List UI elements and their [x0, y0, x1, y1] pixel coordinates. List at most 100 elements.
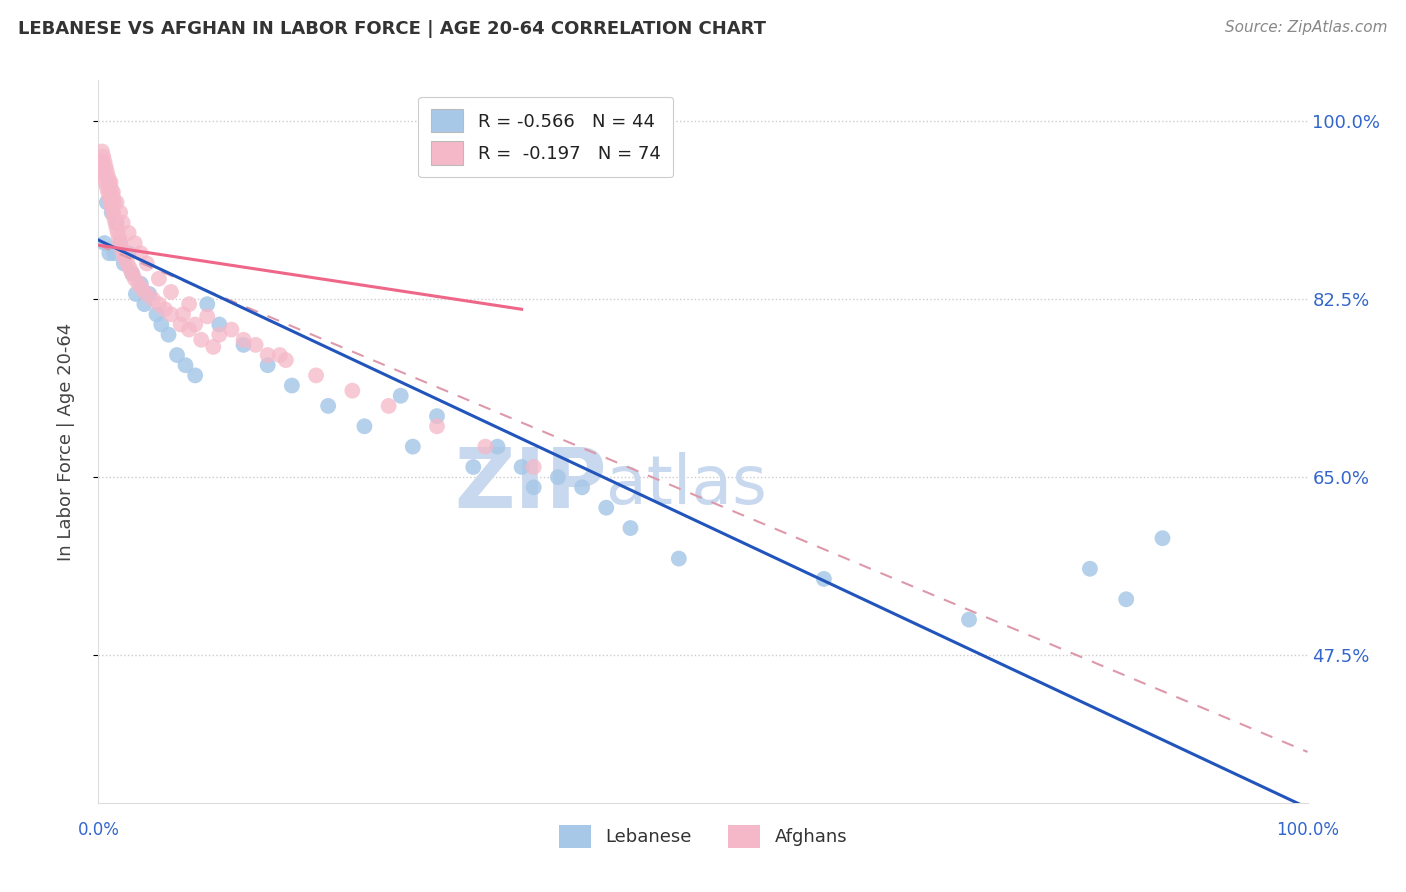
Point: [202, 340, 225, 354]
Point: [377, 399, 399, 413]
Point: [91, 150, 114, 164]
Point: [103, 211, 125, 225]
Point: [98, 175, 121, 189]
Point: [353, 419, 375, 434]
Point: [94, 160, 117, 174]
Point: [129, 277, 152, 291]
Point: [179, 297, 201, 311]
Point: [101, 190, 124, 204]
Point: [134, 297, 156, 311]
Point: [510, 460, 533, 475]
Point: [523, 460, 546, 475]
Point: [111, 246, 134, 260]
Point: [547, 470, 569, 484]
Point: [101, 185, 124, 199]
Text: 100.0%: 100.0%: [1277, 822, 1339, 839]
Point: [1115, 592, 1137, 607]
Point: [121, 267, 143, 281]
Point: [402, 440, 425, 454]
Point: [112, 256, 135, 270]
Point: [179, 323, 201, 337]
Point: [101, 205, 124, 219]
Point: [117, 256, 139, 270]
Point: [125, 287, 148, 301]
Point: [104, 216, 127, 230]
Point: [166, 348, 188, 362]
Point: [96, 165, 118, 179]
Text: 0.0%: 0.0%: [77, 822, 120, 839]
Point: [90, 154, 112, 169]
Point: [148, 271, 170, 285]
Point: [195, 310, 218, 324]
Point: [100, 195, 122, 210]
Text: LEBANESE VS AFGHAN IN LABOR FORCE | AGE 20-64 CORRELATION CHART: LEBANESE VS AFGHAN IN LABOR FORCE | AGE …: [18, 20, 766, 37]
Y-axis label: In Labor Force | Age 20-64: In Labor Force | Age 20-64: [56, 322, 75, 561]
Point: [98, 190, 121, 204]
Point: [93, 169, 115, 184]
Point: [208, 318, 231, 332]
Point: [108, 205, 131, 219]
Point: [389, 389, 412, 403]
Point: [100, 180, 122, 194]
Point: [135, 256, 157, 270]
Point: [135, 287, 157, 301]
Text: ZIP: ZIP: [454, 444, 606, 525]
Point: [342, 384, 364, 398]
Point: [91, 145, 114, 159]
Point: [426, 419, 449, 434]
Point: [1152, 531, 1174, 545]
Text: Source: ZipAtlas.com: Source: ZipAtlas.com: [1225, 20, 1388, 35]
Point: [108, 231, 131, 245]
Point: [269, 348, 291, 362]
Point: [145, 307, 167, 321]
Point: [96, 195, 118, 210]
Point: [169, 318, 191, 332]
Point: [195, 297, 218, 311]
Point: [150, 318, 173, 332]
Point: [174, 358, 197, 372]
Point: [118, 246, 141, 260]
Point: [91, 160, 114, 174]
Point: [256, 358, 278, 372]
Point: [1078, 562, 1101, 576]
Point: [208, 327, 231, 342]
Point: [100, 205, 122, 219]
Point: [108, 236, 131, 251]
Point: [121, 267, 143, 281]
Point: [957, 613, 980, 627]
Point: [114, 252, 136, 266]
Point: [281, 378, 304, 392]
Point: [474, 440, 496, 454]
Point: [316, 399, 339, 413]
Point: [110, 241, 132, 255]
Point: [105, 195, 128, 210]
Point: [124, 236, 146, 251]
Point: [160, 307, 183, 321]
Point: [426, 409, 449, 423]
Point: [105, 216, 128, 230]
Point: [94, 175, 117, 189]
Point: [103, 195, 125, 210]
Point: [668, 551, 690, 566]
Point: [131, 282, 153, 296]
Point: [190, 333, 212, 347]
Point: [97, 185, 120, 199]
Point: [142, 292, 165, 306]
Point: [93, 236, 115, 251]
Point: [232, 333, 254, 347]
Point: [108, 236, 131, 251]
Point: [98, 246, 121, 260]
Point: [148, 297, 170, 311]
Point: [160, 285, 183, 299]
Point: [138, 287, 160, 301]
Point: [172, 307, 194, 321]
Point: [157, 327, 180, 342]
Point: [107, 226, 129, 240]
Point: [523, 480, 546, 494]
Point: [463, 460, 485, 475]
Point: [619, 521, 641, 535]
Point: [221, 323, 243, 337]
Point: [105, 220, 128, 235]
Point: [129, 246, 152, 260]
Point: [103, 246, 125, 260]
